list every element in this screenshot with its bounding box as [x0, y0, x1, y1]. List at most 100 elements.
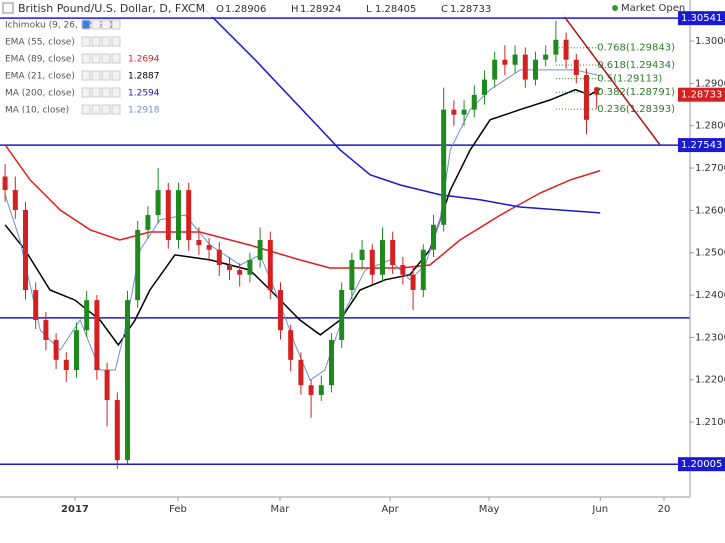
candle-body	[532, 59, 538, 80]
ohlc-letter: H	[291, 4, 299, 15]
legend-button[interactable]	[81, 53, 91, 64]
candle-body	[594, 87, 600, 95]
y-tick-label: 1.25000	[695, 248, 725, 259]
level-label-bg	[678, 457, 725, 472]
legend-name: MA (10, close)	[5, 106, 69, 116]
fib-label: 0.618(1.29434)	[597, 60, 675, 71]
candle-body	[33, 289, 39, 321]
candle-body	[175, 190, 181, 241]
legend-button[interactable]	[111, 53, 121, 64]
candle-body	[410, 274, 416, 290]
x-tick-label: 20	[658, 504, 671, 515]
candle-body	[94, 300, 100, 370]
candle-body	[145, 215, 151, 230]
x-tick-label: Apr	[381, 504, 399, 515]
legend-button[interactable]	[91, 104, 101, 115]
candle-body	[63, 359, 69, 370]
y-tick-label: 1.29000	[695, 78, 725, 89]
fib-label: 0.236(1.28393)	[597, 104, 675, 115]
indicator-line	[194, 0, 601, 214]
candle-body	[226, 265, 232, 271]
ohlc-letter: L	[366, 4, 372, 15]
last-price-bg	[678, 87, 725, 102]
legend-value: 1.2694	[128, 55, 160, 65]
ohlc-letter: O	[216, 4, 224, 15]
candle-body	[155, 190, 161, 216]
candle-body	[196, 240, 202, 246]
legend-button[interactable]	[101, 70, 111, 81]
header-bg	[0, 0, 690, 17]
ohlc-value: 1.28924	[300, 4, 341, 15]
legend-button[interactable]	[81, 36, 91, 47]
y-tick-label: 1.22000	[695, 375, 725, 386]
legend-button[interactable]	[81, 19, 91, 30]
legend-value: 1.2887	[128, 72, 160, 82]
x-tick-label: May	[479, 504, 500, 515]
ohlc-value: 1.28405	[375, 4, 416, 15]
candle-body	[369, 249, 375, 275]
legend-button[interactable]	[101, 36, 111, 47]
level-label-bg	[678, 138, 725, 153]
candle-body	[22, 209, 28, 290]
legend-button[interactable]	[81, 70, 91, 81]
candle-body	[277, 289, 283, 331]
last-price-label: 1.28733	[681, 90, 722, 101]
indicator-line	[4, 88, 601, 347]
trendline	[562, 14, 661, 146]
candle-body	[135, 229, 141, 301]
ohlc-readout: O 1.28906 H 1.28924 L 1.28405 C 1.28733	[216, 4, 491, 15]
chart-title: British Pound/U.S. Dollar, D, FXCM	[18, 2, 205, 15]
candle-body	[441, 109, 447, 225]
legend-button[interactable]	[101, 53, 111, 64]
legend-button[interactable]	[91, 87, 101, 98]
legend-button[interactable]	[111, 36, 121, 47]
candle-body	[84, 300, 90, 331]
y-tick-label: 1.21000	[695, 417, 725, 428]
y-tick-label: 1.24000	[695, 290, 725, 301]
ohlc-letter: C	[441, 4, 448, 15]
legend-value: 1.2594	[128, 89, 160, 99]
candle-body	[298, 359, 304, 386]
candle-body	[104, 369, 110, 401]
legend-button[interactable]	[91, 36, 101, 47]
candle-body	[114, 400, 120, 461]
legend-button[interactable]	[101, 104, 111, 115]
legend-name: EMA (21, close)	[5, 72, 75, 82]
legend-button[interactable]	[91, 70, 101, 81]
candle-body	[2, 176, 8, 191]
legend-button[interactable]	[111, 87, 121, 98]
candle-body	[583, 74, 589, 120]
legend-button[interactable]	[91, 19, 101, 30]
y-tick-label: 1.28000	[695, 121, 725, 132]
x-tick-label: Mar	[271, 504, 291, 515]
candle-body	[339, 289, 345, 340]
candle-body	[247, 259, 253, 275]
y-tick-label: 1.26000	[695, 205, 725, 216]
candle-body	[522, 54, 528, 80]
indicator-legend: Ichimoku (9, 26, 52, 26) EMA (55, close) E…	[5, 19, 160, 116]
legend-button[interactable]	[91, 53, 101, 64]
candle-body	[471, 94, 477, 110]
level-label: 1.27543	[681, 140, 722, 151]
legend-button[interactable]	[111, 19, 121, 30]
legend-button[interactable]	[111, 104, 121, 115]
candle-body	[267, 240, 273, 290]
candle-body	[451, 109, 457, 115]
candle-body	[430, 224, 436, 250]
legend-button[interactable]	[101, 19, 111, 30]
candle-body	[512, 54, 518, 65]
legend-button[interactable]	[81, 104, 91, 115]
symbol-icon[interactable]	[2, 2, 14, 14]
legend-button[interactable]	[111, 70, 121, 81]
indicator-line	[4, 69, 601, 381]
x-tick-label: Feb	[169, 504, 187, 515]
status-dot	[612, 5, 618, 11]
candle-body	[420, 249, 426, 290]
candle-body	[481, 79, 487, 95]
candle-body	[186, 190, 192, 241]
legend-button[interactable]	[81, 87, 91, 98]
legend-button[interactable]	[101, 87, 111, 98]
x-tick-label: Jun	[591, 504, 608, 515]
candle-body	[308, 385, 314, 395]
